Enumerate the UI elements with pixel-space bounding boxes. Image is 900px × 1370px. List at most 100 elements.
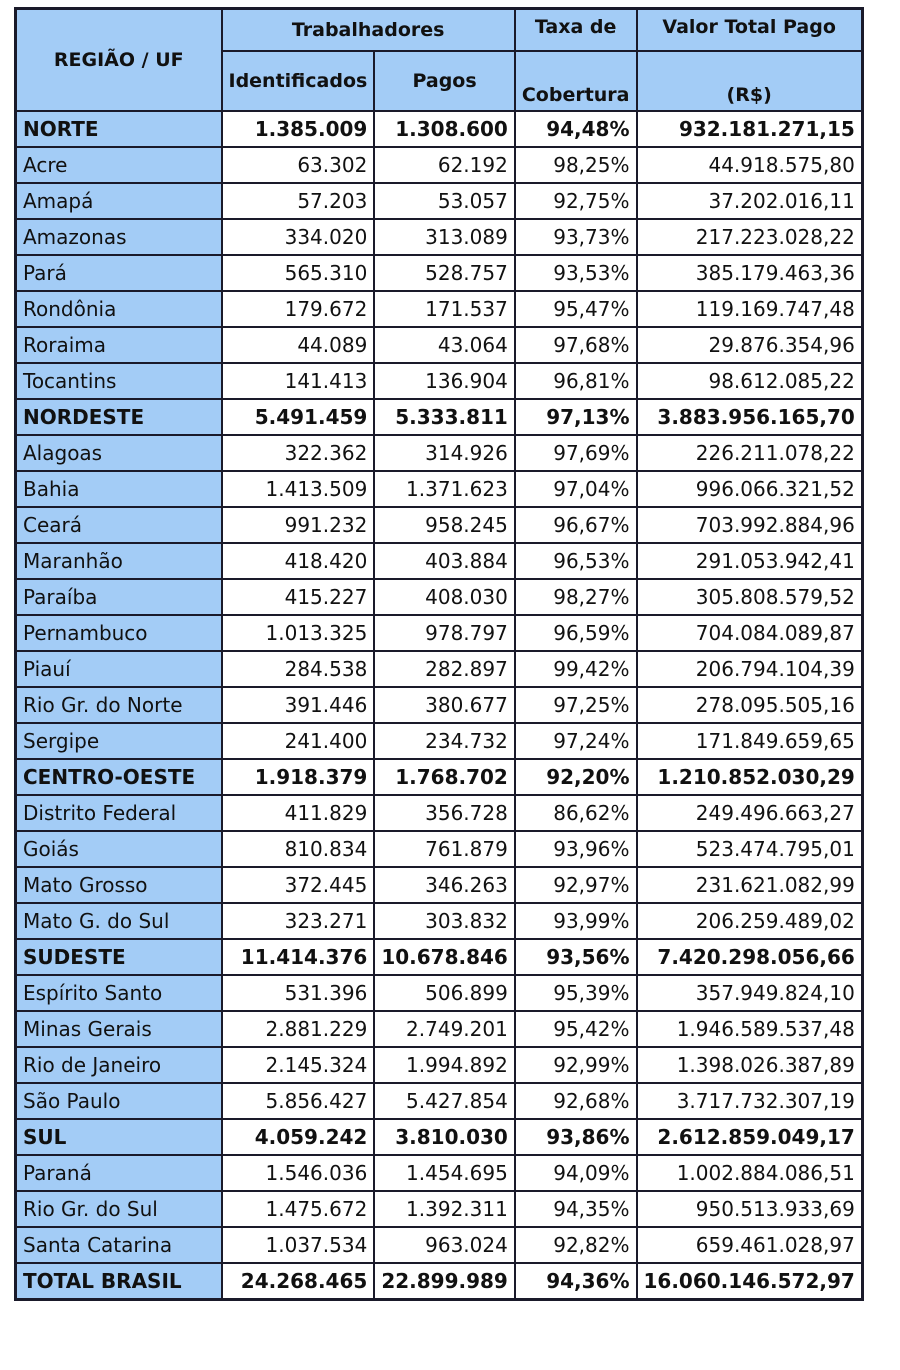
value-cell: 1.946.589.537,48 (635, 1010, 864, 1048)
identified-cell: 284.538 (220, 650, 376, 688)
table-row: Tocantins 141.413 136.904 96,81% 98.612.085,… (14, 362, 864, 400)
table-row: Paraíba 415.227 408.030 98,27% 305.808.579,5… (14, 578, 864, 616)
paid-cell: 1.392.311 (373, 1190, 516, 1228)
rate-cell: 92,99% (513, 1046, 638, 1084)
value-cell: 357.949.824,10 (635, 974, 864, 1012)
identified-cell: 1.475.672 (220, 1190, 376, 1228)
rate-cell: 96,59% (513, 614, 638, 652)
paid-cell: 346.263 (373, 866, 516, 904)
identified-cell: 991.232 (220, 506, 376, 544)
region-cell: Tocantins (14, 362, 223, 400)
region-cell: Pará (14, 254, 223, 292)
value-cell: 291.053.942,41 (635, 542, 864, 580)
paid-cell: 356.728 (373, 794, 516, 832)
paid-cell: 136.904 (373, 362, 516, 400)
rate-cell: 95,42% (513, 1010, 638, 1048)
paid-cell: 380.677 (373, 686, 516, 724)
identified-cell: 241.400 (220, 722, 376, 760)
rate-cell: 97,04% (513, 470, 638, 508)
identified-cell: 372.445 (220, 866, 376, 904)
header-rate-line2: Cobertura (513, 50, 638, 112)
value-cell: 305.808.579,52 (635, 578, 864, 616)
identified-cell: 141.413 (220, 362, 376, 400)
identified-cell: 1.546.036 (220, 1154, 376, 1192)
value-cell: 278.095.505,16 (635, 686, 864, 724)
identified-cell: 179.672 (220, 290, 376, 328)
value-cell: 44.918.575,80 (635, 146, 864, 184)
value-cell: 385.179.463,36 (635, 254, 864, 292)
paid-cell: 314.926 (373, 434, 516, 472)
table-row: São Paulo 5.856.427 5.427.854 92,68% 3.717.7… (14, 1082, 864, 1120)
identified-cell: 44.089 (220, 326, 376, 364)
value-cell: 29.876.354,96 (635, 326, 864, 364)
rate-cell: 93,96% (513, 830, 638, 868)
value-cell: 996.066.321,52 (635, 470, 864, 508)
paid-cell: 408.030 (373, 578, 516, 616)
identified-cell: 5.856.427 (220, 1082, 376, 1120)
rate-cell: 94,35% (513, 1190, 638, 1228)
identified-cell: 1.413.509 (220, 470, 376, 508)
value-cell: 98.612.085,22 (635, 362, 864, 400)
paid-cell: 171.537 (373, 290, 516, 328)
identified-cell: 322.362 (220, 434, 376, 472)
table-row: Bahia 1.413.509 1.371.623 97,04% 996.066.321… (14, 470, 864, 508)
rate-cell: 96,53% (513, 542, 638, 580)
table-row: Mato Grosso 372.445 346.263 92,97% 231.621.0… (14, 866, 864, 904)
paid-cell: 403.884 (373, 542, 516, 580)
header-rate-line1: Taxa de (513, 7, 638, 52)
table-row: Paraná 1.546.036 1.454.695 94,09% 1.002.884.… (14, 1154, 864, 1192)
value-cell: 249.496.663,27 (635, 794, 864, 832)
rate-cell: 93,86% (513, 1118, 638, 1156)
paid-cell: 43.064 (373, 326, 516, 364)
value-cell: 217.223.028,22 (635, 218, 864, 256)
rate-cell: 96,67% (513, 506, 638, 544)
paid-cell: 22.899.989 (373, 1262, 516, 1301)
identified-cell: 1.918.379 (220, 758, 376, 796)
table-row: Alagoas 322.362 314.926 97,69% 226.211.078,2… (14, 434, 864, 472)
region-cell: Piauí (14, 650, 223, 688)
value-cell: 523.474.795,01 (635, 830, 864, 868)
rate-cell: 92,68% (513, 1082, 638, 1120)
rate-cell: 98,27% (513, 578, 638, 616)
region-cell: Sergipe (14, 722, 223, 760)
table-row: Espírito Santo 531.396 506.899 95,39% 357.94… (14, 974, 864, 1012)
table-row: Amazonas 334.020 313.089 93,73% 217.223.028,… (14, 218, 864, 256)
table-row: Maranhão 418.420 403.884 96,53% 291.053.942,… (14, 542, 864, 580)
table-row: Ceará 991.232 958.245 96,67% 703.992.884,96 (14, 506, 864, 544)
table-row-region: SUL 4.059.242 3.810.030 93,86% 2.612.859.049… (14, 1118, 864, 1156)
paid-cell: 1.768.702 (373, 758, 516, 796)
value-cell: 704.084.089,87 (635, 614, 864, 652)
paid-cell: 53.057 (373, 182, 516, 220)
table-row-region: TOTAL BRASIL 24.268.465 22.899.989 94,36% 16… (14, 1262, 864, 1301)
identified-cell: 391.446 (220, 686, 376, 724)
paid-cell: 303.832 (373, 902, 516, 940)
region-cell: Rondônia (14, 290, 223, 328)
table-row: Acre 63.302 62.192 98,25% 44.918.575,80 (14, 146, 864, 184)
value-cell: 206.794.104,39 (635, 650, 864, 688)
value-cell: 2.612.859.049,17 (635, 1118, 864, 1156)
paid-cell: 5.427.854 (373, 1082, 516, 1120)
table-row: Rio Gr. do Sul 1.475.672 1.392.311 94,35% 95… (14, 1190, 864, 1228)
table-row: Rio Gr. do Norte 391.446 380.677 97,25% 278.… (14, 686, 864, 724)
paid-cell: 1.308.600 (373, 110, 516, 148)
value-cell: 1.398.026.387,89 (635, 1046, 864, 1084)
paid-cell: 963.024 (373, 1226, 516, 1264)
region-cell: Mato Grosso (14, 866, 223, 904)
table-row: Minas Gerais 2.881.229 2.749.201 95,42% 1.94… (14, 1010, 864, 1048)
rate-cell: 92,97% (513, 866, 638, 904)
rate-cell: 97,13% (513, 398, 638, 436)
rate-cell: 93,53% (513, 254, 638, 292)
identified-cell: 334.020 (220, 218, 376, 256)
rate-cell: 97,25% (513, 686, 638, 724)
region-cell: SUL (14, 1118, 223, 1156)
rate-cell: 98,25% (513, 146, 638, 184)
header-region: REGIÃO / UF (14, 7, 223, 112)
paid-cell: 62.192 (373, 146, 516, 184)
region-cell: Santa Catarina (14, 1226, 223, 1264)
value-cell: 703.992.884,96 (635, 506, 864, 544)
region-cell: Espírito Santo (14, 974, 223, 1012)
table-row: Piauí 284.538 282.897 99,42% 206.794.104,39 (14, 650, 864, 688)
table-row: Rondônia 179.672 171.537 95,47% 119.169.747,… (14, 290, 864, 328)
identified-cell: 2.881.229 (220, 1010, 376, 1048)
value-cell: 1.210.852.030,29 (635, 758, 864, 796)
